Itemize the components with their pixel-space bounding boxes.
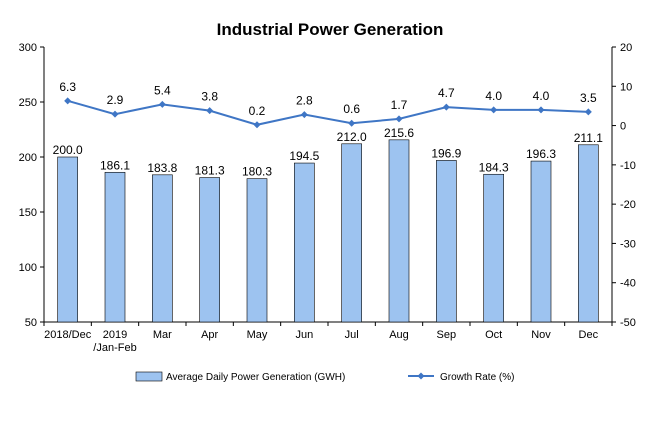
line-value-label: 4.7 (438, 86, 455, 100)
chart-title: Industrial Power Generation (217, 20, 444, 39)
chart-axes: 50 100 150 200 250 300 -50 -40 -30 -20 -10 0 10 20 201… (19, 42, 636, 354)
y-right-tick-label: -40 (620, 278, 636, 290)
legend-bar-swatch (135, 371, 163, 382)
line-point (253, 121, 261, 129)
line-value-label: 0.2 (249, 104, 266, 118)
line-value-label: 1.7 (391, 98, 408, 112)
legend: Average Daily Power Generation (GWH) Gro… (135, 371, 514, 383)
x-tick-label: May (247, 329, 268, 341)
line-point (490, 106, 498, 114)
data-labels: 200.0 186.1 183.8 181.3 180.3 194.5 212.0 215.6… (53, 80, 604, 179)
line-value-label: 6.3 (59, 80, 76, 94)
line-value-label: 5.4 (154, 83, 171, 97)
line-point (442, 103, 450, 111)
bar (388, 139, 410, 323)
bar (57, 156, 78, 323)
y-left-tick-label: 300 (19, 42, 37, 54)
x-tick-label: Apr (201, 329, 218, 341)
x-tick-label: 2019 (103, 329, 127, 341)
x-tick-label: Oct (485, 329, 502, 341)
y-left-tick-label: 100 (19, 262, 37, 274)
bar (530, 160, 552, 323)
bar (436, 160, 457, 323)
y-right-tick-label: -30 (620, 238, 636, 250)
x-tick-label: 2018/Dec (44, 329, 92, 341)
legend-line-label: Growth Rate (%) (440, 372, 514, 383)
y-right-tick-label: 0 (620, 121, 626, 133)
y-left-tick-label: 150 (19, 207, 37, 219)
bar-value-label: 181.3 (195, 164, 225, 178)
line-point (395, 115, 403, 123)
bar-value-label: 215.6 (384, 126, 414, 140)
y-right-tick-label: 10 (620, 81, 632, 93)
bar-value-label: 184.3 (479, 160, 509, 174)
line-value-label: 3.5 (580, 91, 597, 105)
line-series (64, 97, 592, 129)
line-value-label: 4.0 (485, 89, 502, 103)
y-left-tick-label: 200 (19, 152, 37, 164)
y-left-tick-label: 50 (25, 317, 37, 329)
bar-value-label: 200.0 (53, 143, 83, 157)
bar (483, 173, 504, 323)
bar (152, 174, 173, 323)
y-right-tick-label: -20 (620, 199, 636, 211)
bar-value-label: 211.1 (574, 131, 603, 145)
x-tick-label: Sep (437, 329, 457, 341)
x-tick-label: /Jan-Feb (93, 342, 136, 354)
bar-series (57, 139, 599, 323)
line-point (537, 106, 545, 114)
line-point (158, 100, 166, 108)
y-right-tick-label: -50 (620, 317, 636, 329)
bar-value-label: 196.3 (526, 147, 556, 161)
x-tick-label: Jul (345, 329, 359, 341)
bar (578, 144, 599, 323)
x-tick-label: Jun (295, 329, 313, 341)
legend-line-marker (417, 372, 425, 380)
bar (341, 143, 362, 323)
line-value-label: 2.8 (296, 94, 313, 108)
line-point (111, 110, 119, 118)
line-point (348, 119, 356, 127)
x-tick-label: Aug (389, 329, 409, 341)
bar-value-label: 183.8 (147, 161, 177, 175)
legend-bar-label: Average Daily Power Generation (GWH) (166, 372, 345, 383)
line-point (206, 107, 214, 115)
bar (104, 171, 126, 323)
bar-value-label: 186.1 (100, 158, 130, 172)
line-value-label: 0.6 (343, 102, 360, 116)
x-tick-label: Dec (579, 329, 599, 341)
line-value-label: 4.0 (533, 89, 550, 103)
y-left-tick-label: 250 (19, 97, 37, 109)
line-value-label: 3.8 (201, 90, 218, 104)
bar-value-label: 212.0 (337, 130, 367, 144)
bar-value-label: 196.9 (431, 146, 461, 160)
growth-rate-line (67, 99, 589, 126)
line-point (64, 97, 72, 105)
y-right-tick-label: 20 (620, 42, 632, 54)
bar (294, 162, 315, 323)
x-tick-label: Mar (153, 329, 172, 341)
x-tick-label: Nov (531, 329, 551, 341)
line-value-label: 2.9 (107, 93, 124, 107)
bar (199, 177, 220, 323)
line-point (584, 108, 592, 116)
bar-value-label: 194.5 (289, 149, 319, 163)
line-point (300, 111, 308, 119)
bar-value-label: 180.3 (242, 165, 272, 179)
bar (246, 178, 268, 323)
y-right-tick-label: -10 (620, 160, 636, 172)
